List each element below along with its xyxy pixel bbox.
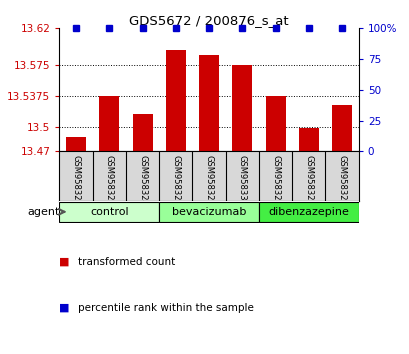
Bar bbox=[132, 114, 152, 152]
Text: agent: agent bbox=[27, 207, 59, 217]
Bar bbox=[66, 137, 86, 152]
Text: dibenzazepine: dibenzazepine bbox=[268, 207, 348, 217]
Text: control: control bbox=[90, 207, 128, 217]
Bar bbox=[298, 129, 318, 152]
Text: GSM958328: GSM958328 bbox=[171, 155, 180, 206]
Bar bbox=[232, 65, 252, 152]
Text: GSM958326: GSM958326 bbox=[303, 155, 312, 206]
Bar bbox=[59, 202, 159, 222]
Bar bbox=[265, 96, 285, 152]
Bar bbox=[159, 202, 258, 222]
Bar bbox=[199, 55, 218, 152]
Text: GSM958327: GSM958327 bbox=[337, 155, 346, 206]
Bar bbox=[331, 105, 351, 152]
Text: GSM958330: GSM958330 bbox=[237, 155, 246, 206]
Bar bbox=[258, 202, 358, 222]
Text: GSM958324: GSM958324 bbox=[138, 155, 147, 206]
Text: GSM958322: GSM958322 bbox=[72, 155, 81, 206]
Text: ■: ■ bbox=[59, 303, 70, 313]
Text: GSM958325: GSM958325 bbox=[270, 155, 279, 206]
Text: ■: ■ bbox=[59, 257, 70, 267]
Text: bevacizumab: bevacizumab bbox=[171, 207, 246, 217]
Bar bbox=[99, 96, 119, 152]
Text: percentile rank within the sample: percentile rank within the sample bbox=[78, 303, 253, 313]
Title: GDS5672 / 200876_s_at: GDS5672 / 200876_s_at bbox=[129, 14, 288, 27]
Text: transformed count: transformed count bbox=[78, 257, 175, 267]
Text: GSM958329: GSM958329 bbox=[204, 155, 213, 206]
Text: GSM958323: GSM958323 bbox=[105, 155, 114, 206]
Bar bbox=[166, 51, 185, 152]
